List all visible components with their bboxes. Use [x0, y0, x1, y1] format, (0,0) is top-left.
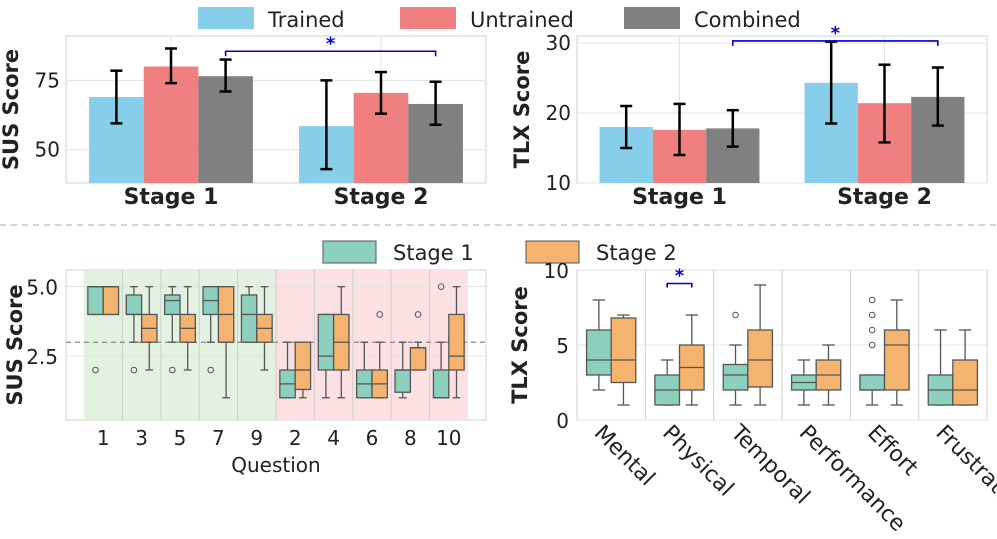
x-category-label: Stage 2: [837, 185, 932, 210]
y-axis-label: TLX Score: [510, 51, 534, 169]
box: [432, 369, 450, 399]
significance-label: *: [831, 23, 841, 44]
significance-label: *: [675, 266, 685, 287]
legend-top: Trained Untrained Combined: [198, 7, 801, 32]
y-tick-label: 0: [556, 409, 569, 433]
y-tick-label: 10: [544, 259, 569, 283]
box: [294, 341, 312, 391]
x-category-label: 8: [404, 426, 417, 450]
x-category-label: 9: [250, 426, 263, 450]
y-tick-label: 75: [35, 68, 60, 92]
legend-middle: Stage 1 Stage 2: [322, 240, 677, 265]
box: [394, 369, 412, 393]
box: [87, 286, 104, 316]
y-tick-label: 30: [546, 31, 571, 55]
outlier-point: [868, 311, 876, 319]
significance-bracket: [224, 50, 437, 57]
tlx-bar-chart: 10 20 30 Stage 1 Stage 2 * TLX Score: [510, 23, 988, 210]
box: [317, 313, 335, 371]
legend-swatch: [400, 7, 456, 29]
box: [610, 317, 637, 384]
outlier-point: [437, 283, 445, 290]
outlier-point: [414, 311, 422, 318]
outlier-point: [732, 311, 739, 319]
bar: [143, 66, 199, 183]
box: [240, 294, 258, 343]
outlier-point: [868, 296, 876, 304]
x-category-label: 1: [97, 426, 110, 450]
legend-swatch: [198, 7, 254, 29]
box: [722, 363, 749, 391]
legend-label: Untrained: [470, 8, 574, 32]
x-category-label: 2: [289, 426, 302, 450]
x-axis-label: Question: [231, 453, 320, 477]
x-category-label: 10: [436, 426, 461, 450]
outlier-point: [130, 366, 138, 374]
significance-bracket: [666, 282, 693, 288]
x-category-label: 6: [366, 426, 379, 450]
sus-box-chart: 2.5 5.0 1 3 5 7 9 2 4 6 8 10 Question SUS Score: [3, 269, 487, 477]
x-category-label: Mental: [589, 421, 659, 491]
x-category-label: Stage 1: [632, 185, 727, 210]
x-category-label: Effort: [862, 421, 923, 482]
box: [585, 329, 612, 376]
y-axis-label: TLX Score: [508, 286, 532, 404]
legend-label: Trained: [267, 8, 345, 32]
x-category-label: 4: [327, 426, 340, 450]
outlier-point: [868, 326, 876, 334]
box: [125, 294, 143, 316]
y-tick-label: 5.0: [26, 276, 58, 300]
outlier-point: [169, 366, 176, 374]
legend-label: Stage 1: [393, 241, 474, 265]
x-category-label: Stage 2: [334, 185, 429, 210]
y-tick-label: 2.5: [26, 345, 58, 369]
x-category-label: 5: [174, 426, 187, 450]
outlier-point: [207, 366, 215, 374]
outlier-point: [376, 311, 383, 318]
legend-label: Stage 2: [596, 241, 677, 265]
box: [102, 286, 120, 316]
legend-swatch: [322, 240, 377, 264]
y-axis-label: SUS Score: [0, 49, 23, 170]
sus-bar-chart: 50 75 Stage 1 Stage 2 * SUS Score: [0, 33, 487, 210]
bar: [198, 76, 253, 183]
y-tick-label: 20: [546, 101, 571, 125]
x-category-label: 3: [135, 426, 148, 450]
box: [448, 313, 465, 371]
tlx-box-chart: 0510MentalPhysicalTemporalPerformanceEff…: [508, 259, 997, 537]
box: [409, 347, 427, 371]
y-tick-label: 5: [556, 334, 569, 358]
outlier-point: [868, 341, 876, 349]
legend-swatch: [525, 240, 580, 264]
outlier-point: [92, 366, 99, 374]
box: [883, 329, 910, 391]
x-category-label: Physical: [657, 421, 738, 502]
box: [747, 329, 774, 388]
significance-bracket: [732, 40, 939, 46]
x-category-label: Stage 1: [124, 185, 219, 210]
legend-label: Combined: [694, 8, 801, 32]
x-category-label: 7: [212, 426, 225, 450]
box: [163, 294, 181, 316]
y-tick-label: 50: [35, 138, 60, 162]
significance-label: *: [326, 33, 336, 54]
y-axis-label: SUS Score: [3, 284, 27, 405]
box: [952, 359, 979, 406]
box: [859, 374, 886, 391]
y-tick-label: 10: [546, 171, 571, 195]
legend-swatch: [624, 7, 680, 29]
x-category-label: Frustration: [931, 421, 997, 523]
